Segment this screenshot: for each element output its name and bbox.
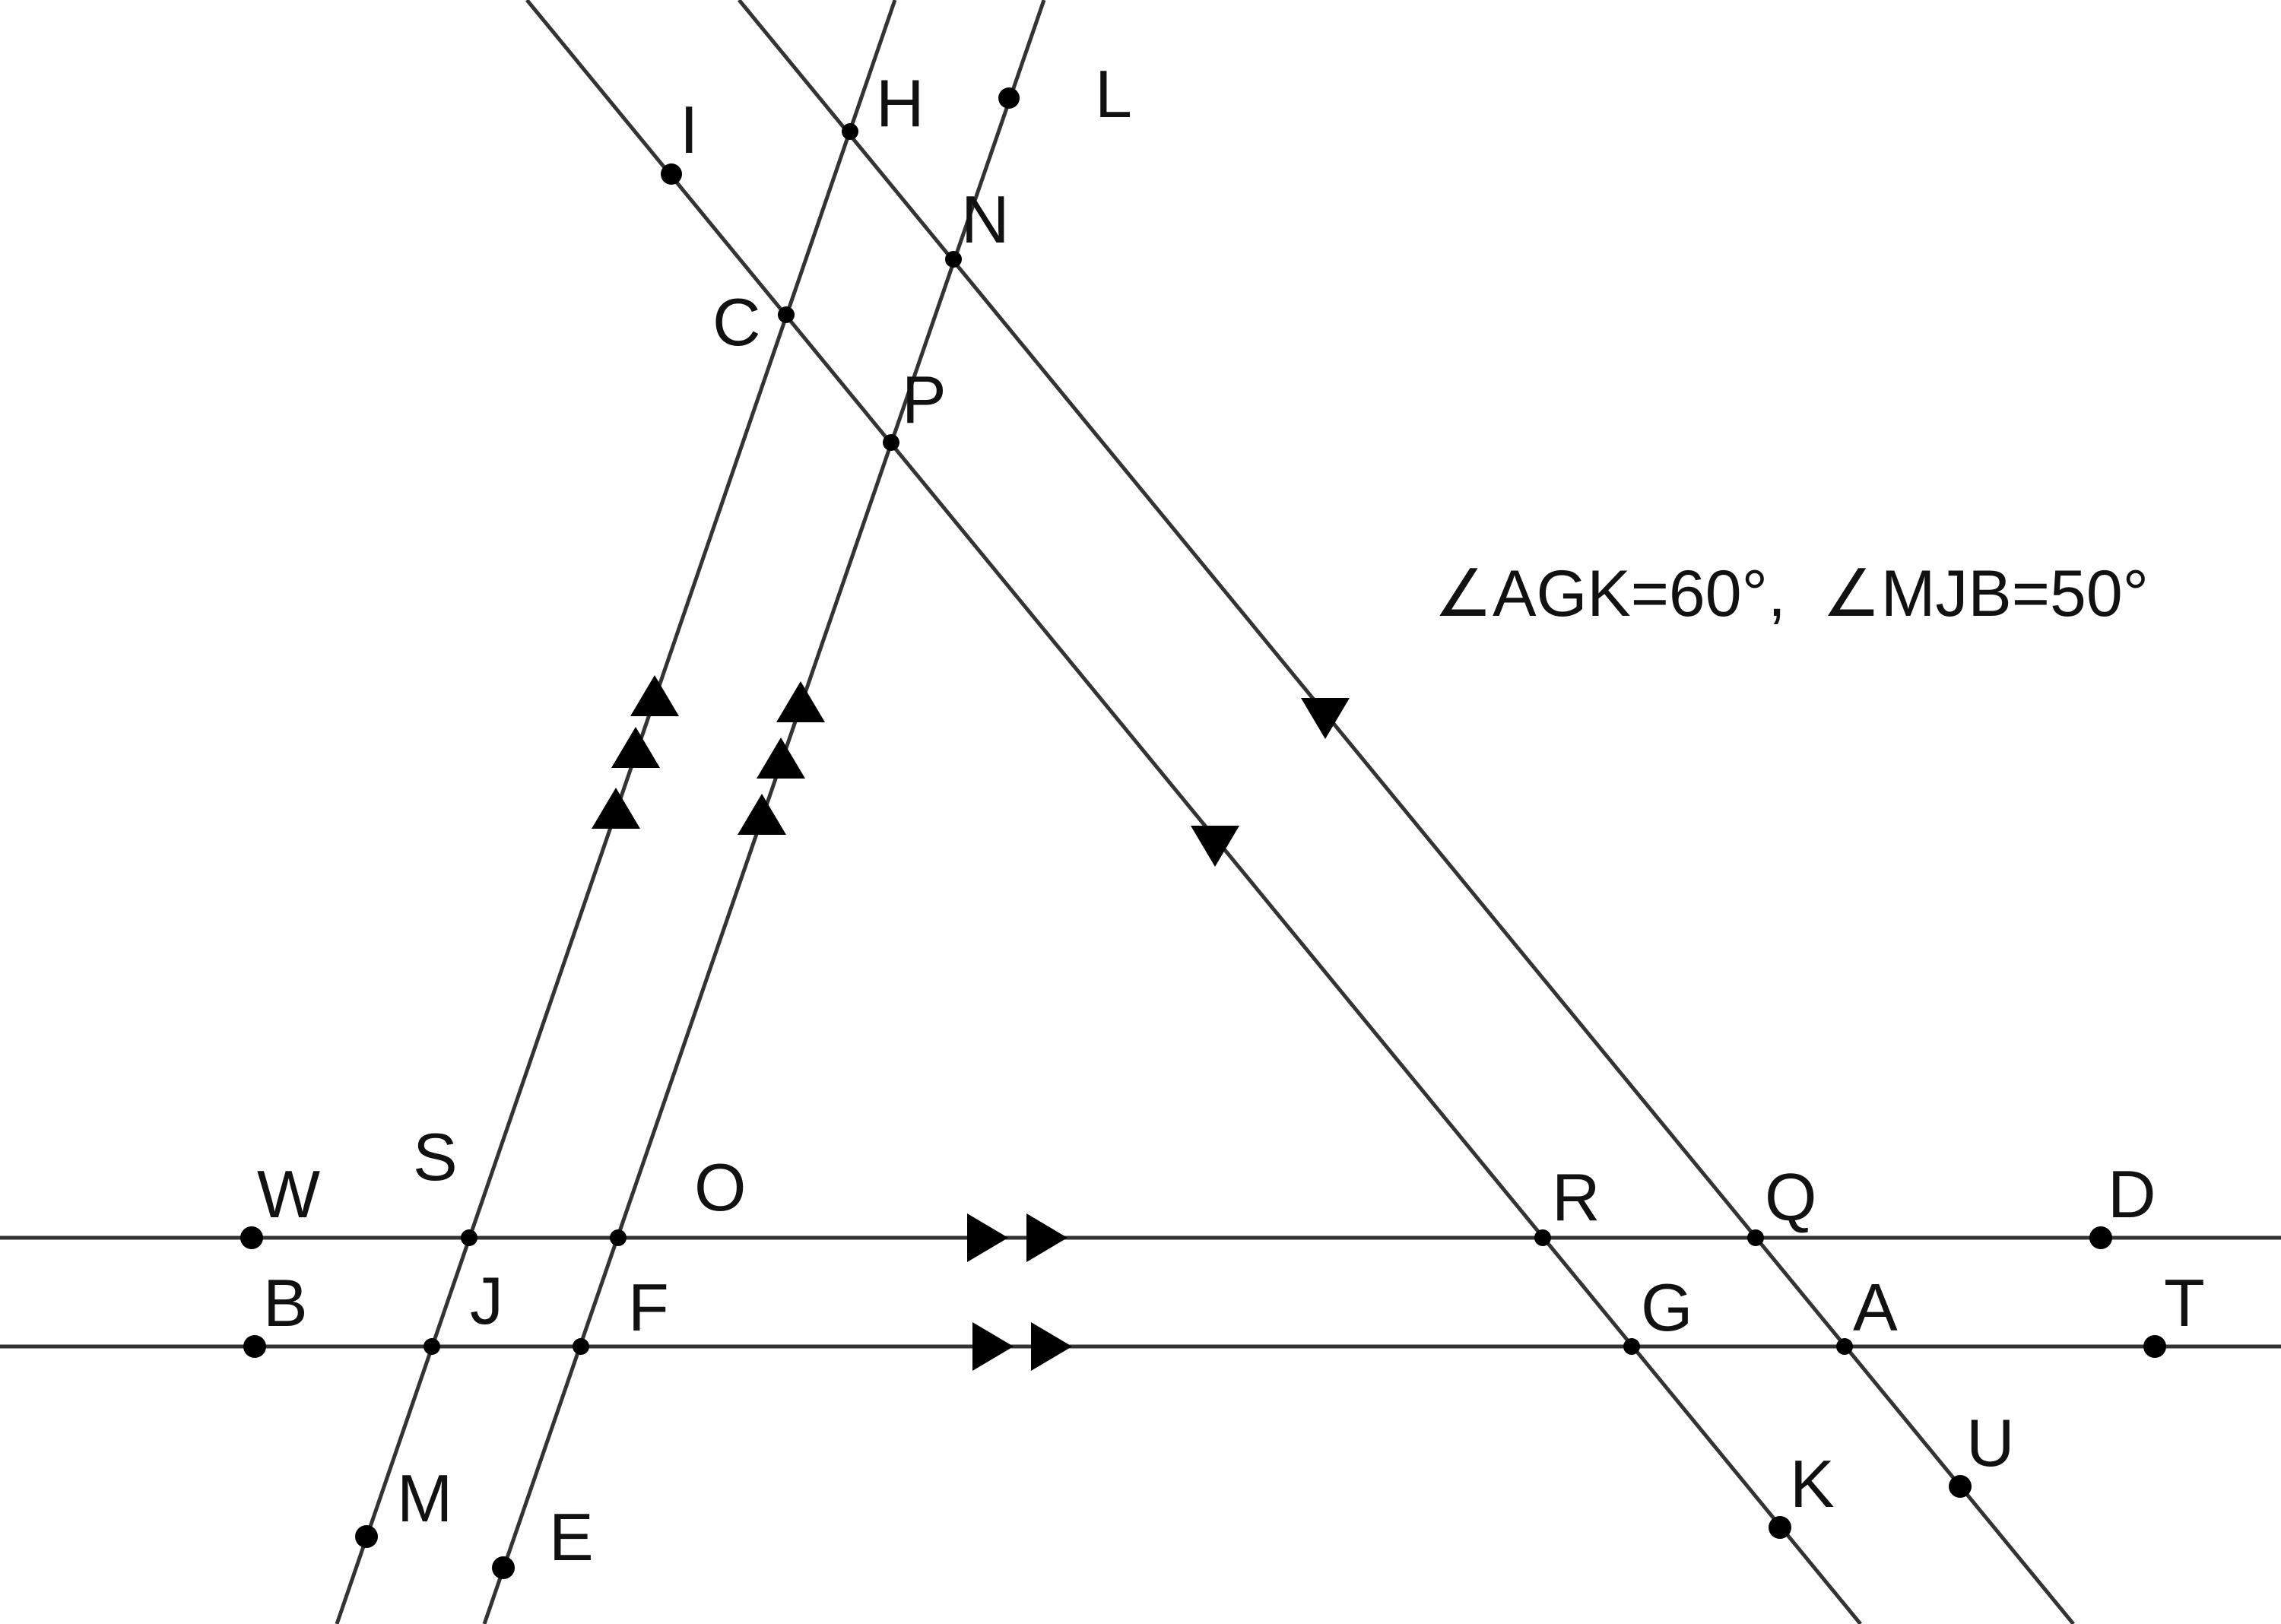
point-j	[424, 1338, 440, 1355]
label-n: N	[961, 182, 1010, 257]
label-j: J	[470, 1263, 503, 1338]
arrow-mark	[1031, 1322, 1072, 1371]
arrow-mark	[757, 737, 805, 779]
double-arrow-mark-wd	[967, 1213, 1068, 1262]
label-h: H	[876, 65, 925, 141]
point-r	[1534, 1229, 1551, 1246]
arrow-mark-hu	[1301, 698, 1350, 739]
arrow-mark	[967, 1213, 1008, 1262]
arrow-mark	[592, 788, 640, 829]
point-u	[1949, 1475, 1972, 1498]
point-e	[492, 1556, 515, 1579]
label-s: S	[413, 1119, 458, 1194]
label-d: D	[2108, 1156, 2156, 1232]
point-t	[2143, 1335, 2166, 1358]
point-i	[661, 163, 682, 185]
label-g: G	[1641, 1270, 1693, 1345]
arrow-mark	[738, 794, 786, 835]
point-n	[945, 251, 962, 268]
label-c: C	[712, 284, 761, 360]
arrow-mark-ik	[1191, 826, 1239, 867]
label-l: L	[1095, 56, 1132, 132]
label-b: B	[263, 1265, 308, 1340]
point-s	[461, 1229, 477, 1246]
label-f: F	[628, 1270, 669, 1345]
double-arrow-mark-bt	[972, 1322, 1072, 1371]
label-q: Q	[1765, 1159, 1816, 1235]
arrow-mark	[776, 681, 825, 722]
point-q	[1747, 1229, 1764, 1246]
label-i: I	[680, 92, 698, 167]
line-ik	[525, 0, 1862, 1624]
point-g	[1623, 1338, 1640, 1355]
triple-arrow-mark-mh	[592, 675, 679, 829]
arrow-mark	[1026, 1213, 1068, 1262]
label-t: T	[2164, 1265, 2205, 1340]
label-a: A	[1853, 1270, 1898, 1345]
arrow-mark	[630, 675, 679, 716]
point-k	[1769, 1516, 1791, 1539]
point-d	[2089, 1226, 2112, 1249]
point-h	[842, 123, 858, 140]
arrow-mark	[972, 1322, 1014, 1371]
point-l	[998, 87, 1020, 109]
label-w: W	[257, 1156, 320, 1232]
label-o: O	[694, 1150, 746, 1225]
label-r: R	[1552, 1159, 1601, 1235]
point-w	[240, 1226, 263, 1249]
point-f	[573, 1338, 589, 1355]
label-p: P	[902, 362, 947, 437]
angle-annotation: ∠AGK=60°, ∠MJB=50°	[1434, 557, 2149, 630]
label-m: M	[397, 1461, 452, 1536]
line-hu	[738, 0, 2075, 1624]
triple-arrow-mark-el	[738, 681, 825, 835]
label-e: E	[549, 1499, 594, 1575]
point-c	[778, 306, 795, 323]
point-o	[610, 1229, 627, 1246]
point-b	[243, 1335, 266, 1358]
arrow-mark	[611, 727, 660, 768]
point-p	[883, 434, 899, 451]
label-k: K	[1790, 1446, 1835, 1521]
label-u: U	[1966, 1405, 2015, 1480]
point-m	[355, 1525, 378, 1548]
point-a	[1836, 1338, 1853, 1355]
